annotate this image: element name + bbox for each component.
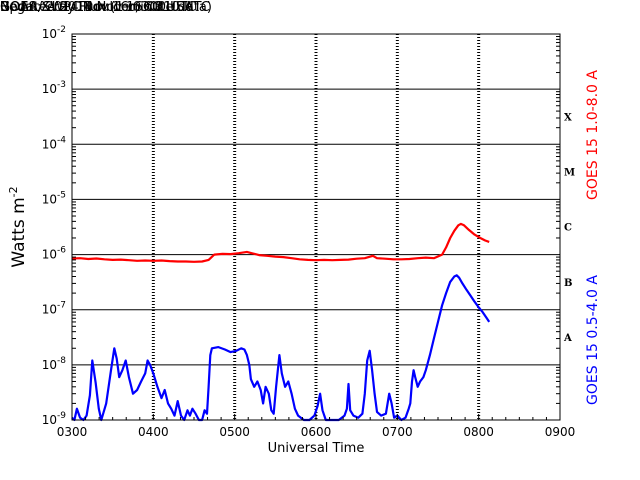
flare-class-label: X [564,112,572,123]
y-tick-label-base: 10 [42,192,57,206]
x-tick-label: 0500 [219,425,250,439]
x-tick-label: 0600 [301,425,332,439]
y-axis-label-exponent: -2 [7,186,20,197]
flare-class-label: A [563,333,572,344]
y-tick-label-base: 10 [42,82,57,96]
x-tick-label: 0300 [57,425,88,439]
updated-time: Updated 2014 Nov 16 0810 UTC [0,0,210,15]
y-tick-label-exponent: -8 [57,356,66,366]
y-axis-label-base: Watts m [9,197,29,267]
series-line-long [71,222,490,263]
y-tick-label: 10-8 [42,356,67,372]
legend-label: GOES 15 1.0-8.0 A [585,70,601,200]
y-tick-label-base: 10 [42,137,57,151]
x-tick-label: 0700 [382,425,413,439]
y-tick-label-exponent: -9 [57,411,66,421]
y-tick-label-exponent: -5 [57,190,66,200]
chart-title: GOES X-ray Flux (1 minute data) [0,0,212,15]
x-tick-label: 0800 [463,425,494,439]
series-line-short [71,274,491,422]
y-tick-label: 10-7 [42,301,66,317]
y-tick-label-base: 10 [42,27,57,41]
legend-label: GOES 15 0.5-4.0 A [585,275,601,405]
legend-layer: GOES 15 1.0-8.0 A GOES 15 0.5-4.0 A [585,70,601,405]
y-tick-label-base: 10 [42,358,57,372]
begin-time: Begin: 2014 Nov 16 0300 UTC [0,0,196,15]
grid-layer [72,33,560,421]
y-tick-label-exponent: -3 [57,80,66,90]
y-tick-label: 10-9 [42,411,67,427]
y-tick-label-base: 10 [42,303,57,317]
credit-text: NOAA/SWPC Boulder, CO USA [0,0,194,15]
y-tick-label: 10-6 [42,246,67,262]
x-axis-label: Universal Time [268,441,365,456]
y-axis-label: Watts m-2 [7,186,29,267]
x-tick-label: 0900 [545,425,576,439]
y-tick-label-base: 10 [42,413,57,427]
y-tick-label-exponent: -6 [57,246,66,256]
y-tick-label: 10-4 [42,135,67,151]
flare-class-label: B [564,278,572,289]
y-tick-label-base: 10 [42,248,57,262]
series-layer [71,222,491,422]
flare-class-label: C [564,223,572,234]
plot-frame [71,33,561,421]
x-tick-label: 0400 [138,425,169,439]
y-tick-label: 10-3 [42,80,66,96]
y-tick-label-exponent: -4 [57,135,66,145]
y-tick-label-exponent: -7 [57,301,66,311]
y-tick-label-exponent: -2 [57,25,66,35]
flare-class-label: M [564,168,575,179]
y-tick-label: 10-2 [42,25,66,41]
y-tick-label: 10-5 [42,190,66,206]
